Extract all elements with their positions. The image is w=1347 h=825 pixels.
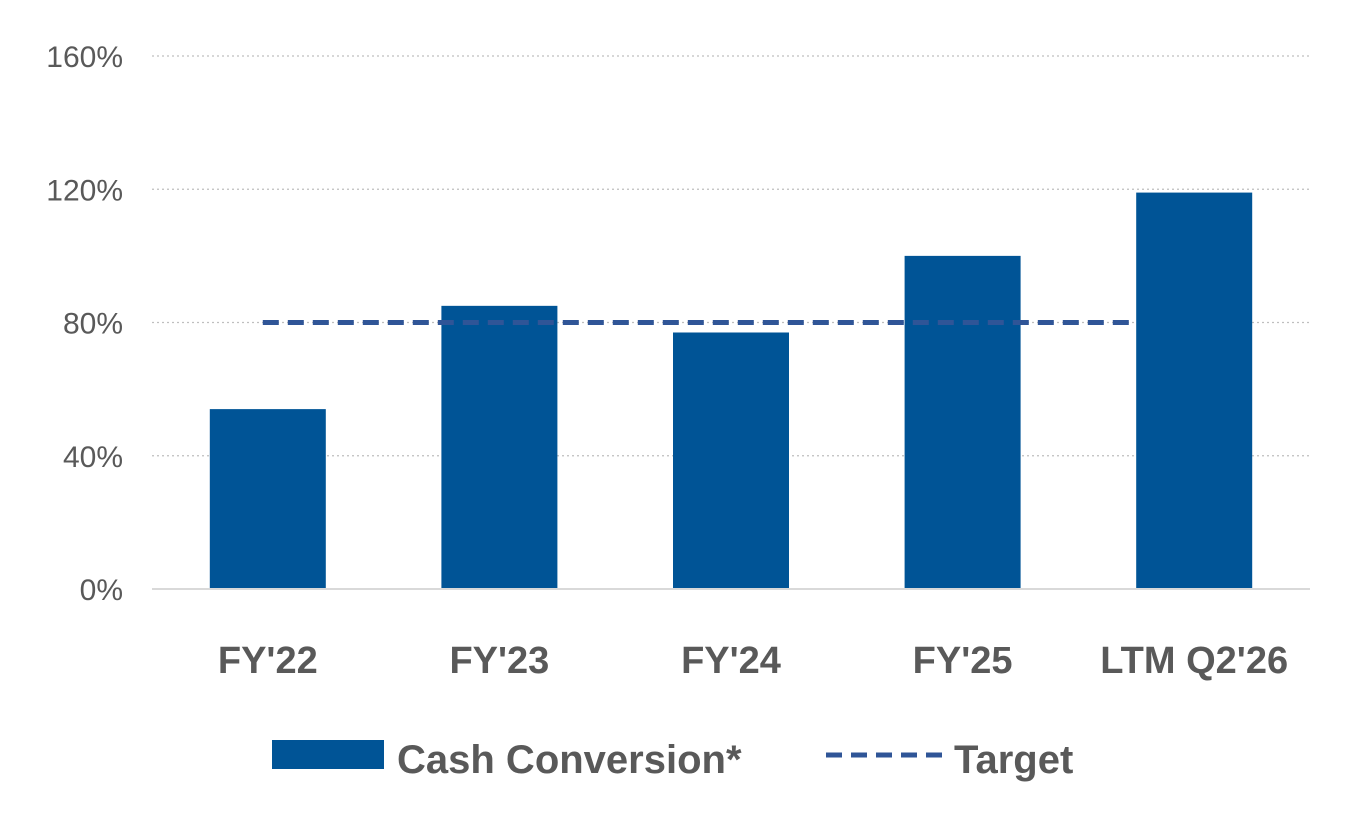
x-category-label: FY'22 <box>218 640 318 682</box>
bar <box>209 409 326 589</box>
x-category-label: FY'24 <box>681 640 781 682</box>
bar <box>673 332 789 589</box>
y-tick-label: 40% <box>63 441 123 474</box>
legend: Cash Conversion* Target <box>272 738 1073 782</box>
y-tick-label: 120% <box>46 174 123 207</box>
x-category-label: FY'25 <box>913 640 1013 682</box>
bar <box>904 255 1021 589</box>
bar <box>1136 192 1253 590</box>
x-axis-category-labels: FY'22 FY'23 FY'24 FY'25 LTM Q2'26 <box>218 640 1288 682</box>
legend-swatch-cash-conversion <box>272 740 384 769</box>
legend-label-cash-conversion: Cash Conversion* <box>397 738 742 782</box>
bars <box>209 192 1253 590</box>
y-tick-label: 160% <box>46 41 123 74</box>
x-category-label: FY'23 <box>449 640 549 682</box>
legend-label-target: Target <box>954 738 1073 782</box>
y-tick-label: 0% <box>80 574 123 607</box>
y-tick-label: 80% <box>63 308 123 341</box>
x-category-label: LTM Q2'26 <box>1100 640 1288 682</box>
y-axis-tick-labels: 0% 40% 80% 120% 160% <box>46 41 123 607</box>
bar <box>441 305 558 589</box>
